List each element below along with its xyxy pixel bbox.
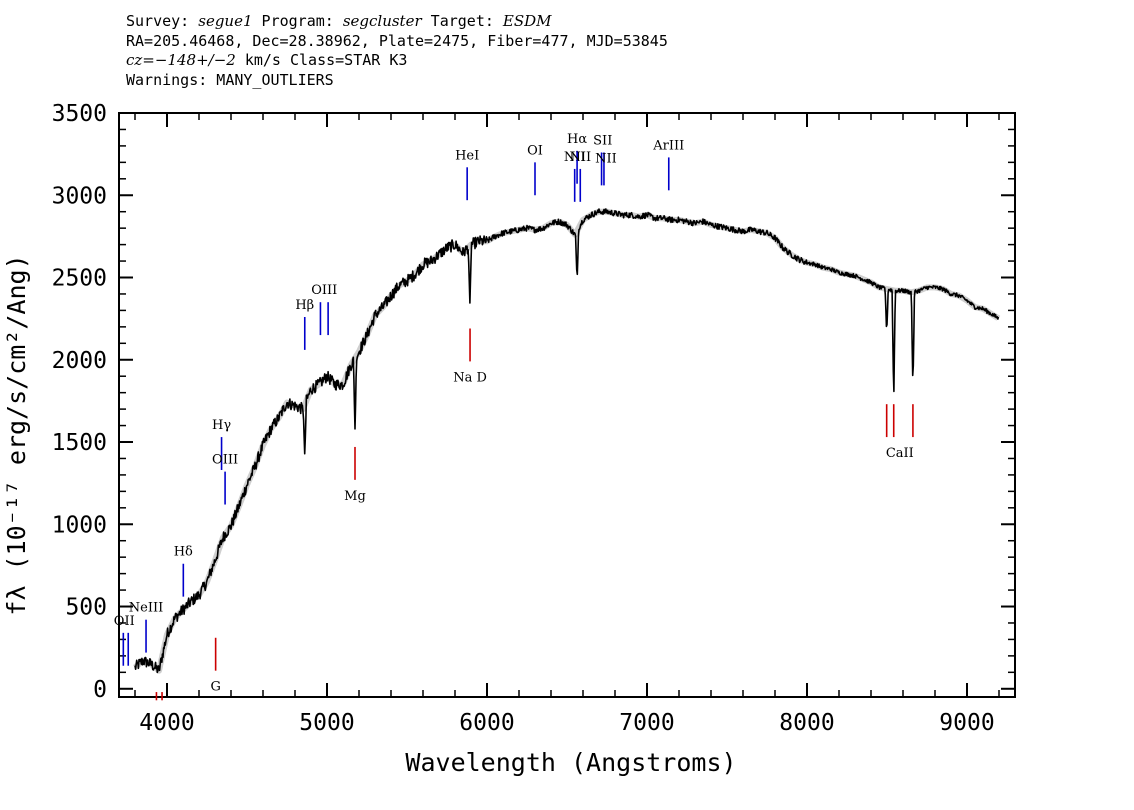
emission-line-label: Hδ <box>174 545 193 560</box>
spectrum-series <box>132 208 1001 674</box>
header-line-4: Warnings: MANY_OUTLIERS <box>126 70 334 89</box>
x-tick-label: 4000 <box>139 710 194 736</box>
y-tick-label: 1500 <box>52 430 107 456</box>
emission-line-label: SII <box>593 133 612 148</box>
x-tick-label: 8000 <box>779 710 834 736</box>
x-tick-label: 9000 <box>939 710 994 736</box>
emission-line-label: NeIII <box>129 601 163 616</box>
emission-line-label: Hγ <box>212 418 231 433</box>
x-tick-label: 6000 <box>459 710 514 736</box>
program-value: segcluster <box>342 12 422 30</box>
absorption-line-label: G <box>210 680 220 695</box>
y-tick-label: 3500 <box>52 101 107 127</box>
header-line-1: Survey: segue1 Program: segcluster Targe… <box>126 12 552 30</box>
spectrum-header: Survey: segue1 Program: segcluster Targe… <box>126 12 668 90</box>
emission-line-label: NII <box>564 150 586 165</box>
emission-line-label: Hβ <box>295 298 314 313</box>
emission-line-label: Hα <box>567 132 587 147</box>
spectrum-line <box>134 208 1000 674</box>
emission-line-label: NII <box>569 150 591 165</box>
emission-line-label: NII <box>595 151 617 166</box>
x-tick-label: 7000 <box>619 710 674 736</box>
y-tick-label: 2000 <box>52 348 107 374</box>
x-tick-label: 5000 <box>299 710 354 736</box>
axis-labels: 4000 5000 6000 7000 8000 9000 0 500 1000 1500 2000… <box>2 101 995 777</box>
absorption-line-label: CaII <box>886 446 914 461</box>
emission-line-label: ArIII <box>652 138 684 153</box>
emission-line-label: OII <box>114 614 135 629</box>
y-tick-label: 1000 <box>52 512 107 538</box>
x-axis-title: Wavelength (Angstroms) <box>405 748 736 777</box>
absorption-line-label: Na D <box>453 370 487 385</box>
emission-line-label: HeI <box>455 148 479 163</box>
emission-line-label: OIII <box>212 453 238 468</box>
cz-value: cz=−148+/−2 <box>126 51 236 69</box>
survey-value: segue1 <box>198 12 253 30</box>
y-tick-label: 0 <box>93 677 107 703</box>
y-tick-label: 2500 <box>52 266 107 292</box>
y-tick-label: 3000 <box>52 183 107 209</box>
target-value: ESDM <box>502 12 552 30</box>
header-line-3: cz=−148+/−2 km/s Class=STAR K3 <box>126 51 408 69</box>
emission-line-label: OIII <box>311 283 337 298</box>
y-axis-title: fλ (10⁻¹⁷ erg/s/cm²/Ang) <box>2 254 31 615</box>
plot-frame <box>118 112 1016 698</box>
absorption-line-label: Mg <box>344 489 366 504</box>
y-tick-label: 500 <box>65 595 107 621</box>
axes <box>118 112 1016 698</box>
emission-line-label: OI <box>527 143 543 158</box>
header-line-2: RA=205.46468, Dec=28.38962, Plate=2475, … <box>126 31 668 50</box>
